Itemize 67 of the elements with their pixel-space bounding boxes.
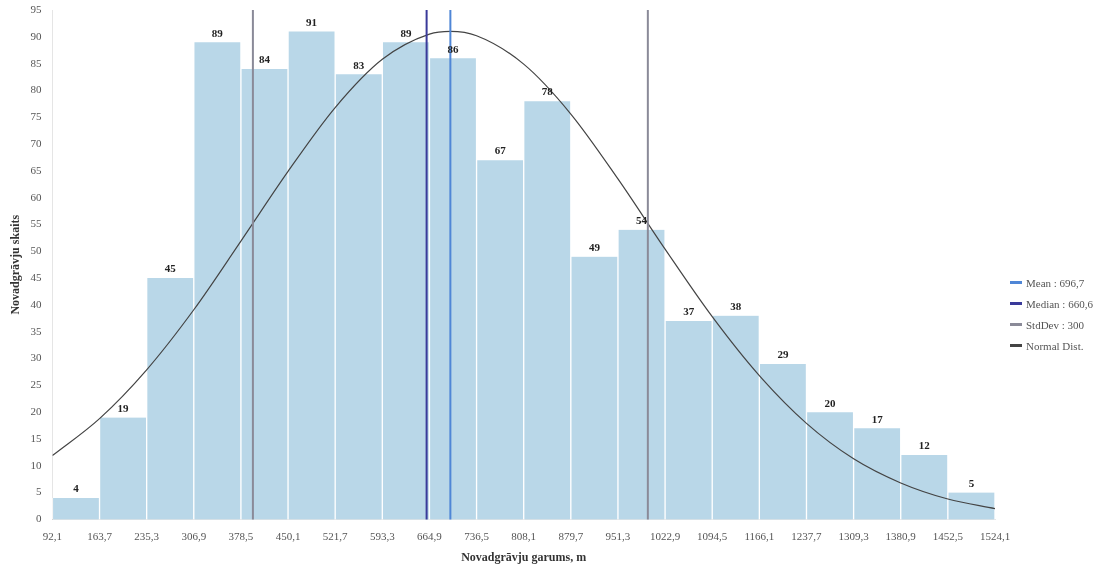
line-series — [52, 30, 995, 510]
data-label: 38 — [730, 299, 742, 312]
data-label: 17 — [871, 412, 884, 425]
data-label: 29 — [777, 348, 789, 361]
x-tick-label: 306,9 — [181, 529, 207, 542]
x-tick-label: 808,1 — [511, 529, 537, 542]
y-tick-label: 15 — [30, 431, 42, 444]
data-label: 89 — [400, 26, 412, 39]
y-tick-label: 25 — [30, 378, 42, 391]
x-tick-label: 1022,9 — [649, 529, 681, 542]
x-tick-label: 450,1 — [275, 529, 301, 542]
data-label: 54 — [636, 214, 648, 227]
data-label: 45 — [164, 262, 177, 275]
data-label: 49 — [588, 241, 601, 253]
x-tick-label: 1380,9 — [885, 529, 917, 542]
data-label: 12 — [918, 439, 931, 452]
data-label: 19 — [117, 401, 130, 414]
y-tick-label: 20 — [30, 405, 42, 418]
y-axis-title: Novadgrāvju skaits — [8, 214, 23, 315]
y-tick-label: 75 — [30, 110, 42, 123]
y-tick-label: 30 — [30, 351, 42, 364]
data-label: 83 — [353, 58, 365, 71]
y-tick-label: 45 — [30, 271, 42, 283]
y-tick-label: 65 — [30, 163, 42, 176]
data-label: 5 — [968, 476, 975, 489]
data-label: 37 — [683, 305, 695, 318]
x-tick-label: 1166,1 — [744, 529, 775, 542]
y-tick-label: 35 — [30, 324, 42, 337]
data-label: 91 — [306, 15, 318, 28]
data-label: 89 — [211, 26, 224, 39]
y-tick-label: 85 — [30, 56, 42, 69]
y-tick-label: 10 — [30, 458, 42, 471]
data-label: 67 — [494, 144, 507, 157]
y-tick-label: 60 — [30, 190, 42, 203]
y-tick-label: 40 — [30, 297, 42, 310]
x-tick-label: 1094,5 — [697, 529, 728, 542]
y-tick-label: 0 — [35, 512, 42, 525]
text: StdDev : 300 — [1026, 318, 1085, 331]
y-tick-label: 50 — [30, 244, 42, 257]
x-tick-label: 378,5 — [228, 529, 254, 542]
x-tick-label: 163,7 — [87, 529, 113, 542]
y-tick-label: 5 — [35, 485, 42, 498]
x-tick-label: 521,7 — [322, 529, 349, 542]
y-tick-label: 70 — [30, 136, 42, 149]
y-tick-label: 55 — [30, 217, 42, 230]
x-tick-label: 736,5 — [464, 529, 490, 542]
text: Mean : 696,7 — [1026, 276, 1085, 289]
x-tick-label: 1524,1 — [979, 529, 1011, 542]
x-tick-label: 92,1 — [42, 529, 63, 542]
y-tick-label: 90 — [30, 29, 42, 42]
data-label: 84 — [258, 53, 271, 66]
x-tick-label: 951,3 — [605, 529, 631, 542]
legend-label: Normal Dist. — [1026, 339, 1084, 352]
x-tick-label: 1237,7 — [791, 529, 823, 542]
text: Median : 660,6 — [1026, 297, 1093, 310]
x-tick-label: 593,3 — [369, 529, 396, 542]
data-label: 78 — [541, 85, 554, 98]
y-tick-label: 80 — [30, 83, 42, 96]
y-tick-label: 95 — [30, 2, 42, 15]
x-tick-label: 879,7 — [558, 529, 584, 542]
x-tick-label: 235,3 — [134, 529, 160, 542]
data-label: 4 — [73, 482, 80, 495]
x-tick-label: 1452,5 — [932, 529, 964, 542]
x-tick-label: 664,9 — [417, 529, 443, 542]
x-tick-label: 1309,3 — [838, 529, 870, 542]
x-axis-title: Novadgrāvju garums, m — [461, 549, 587, 564]
data-label: 20 — [824, 396, 837, 409]
